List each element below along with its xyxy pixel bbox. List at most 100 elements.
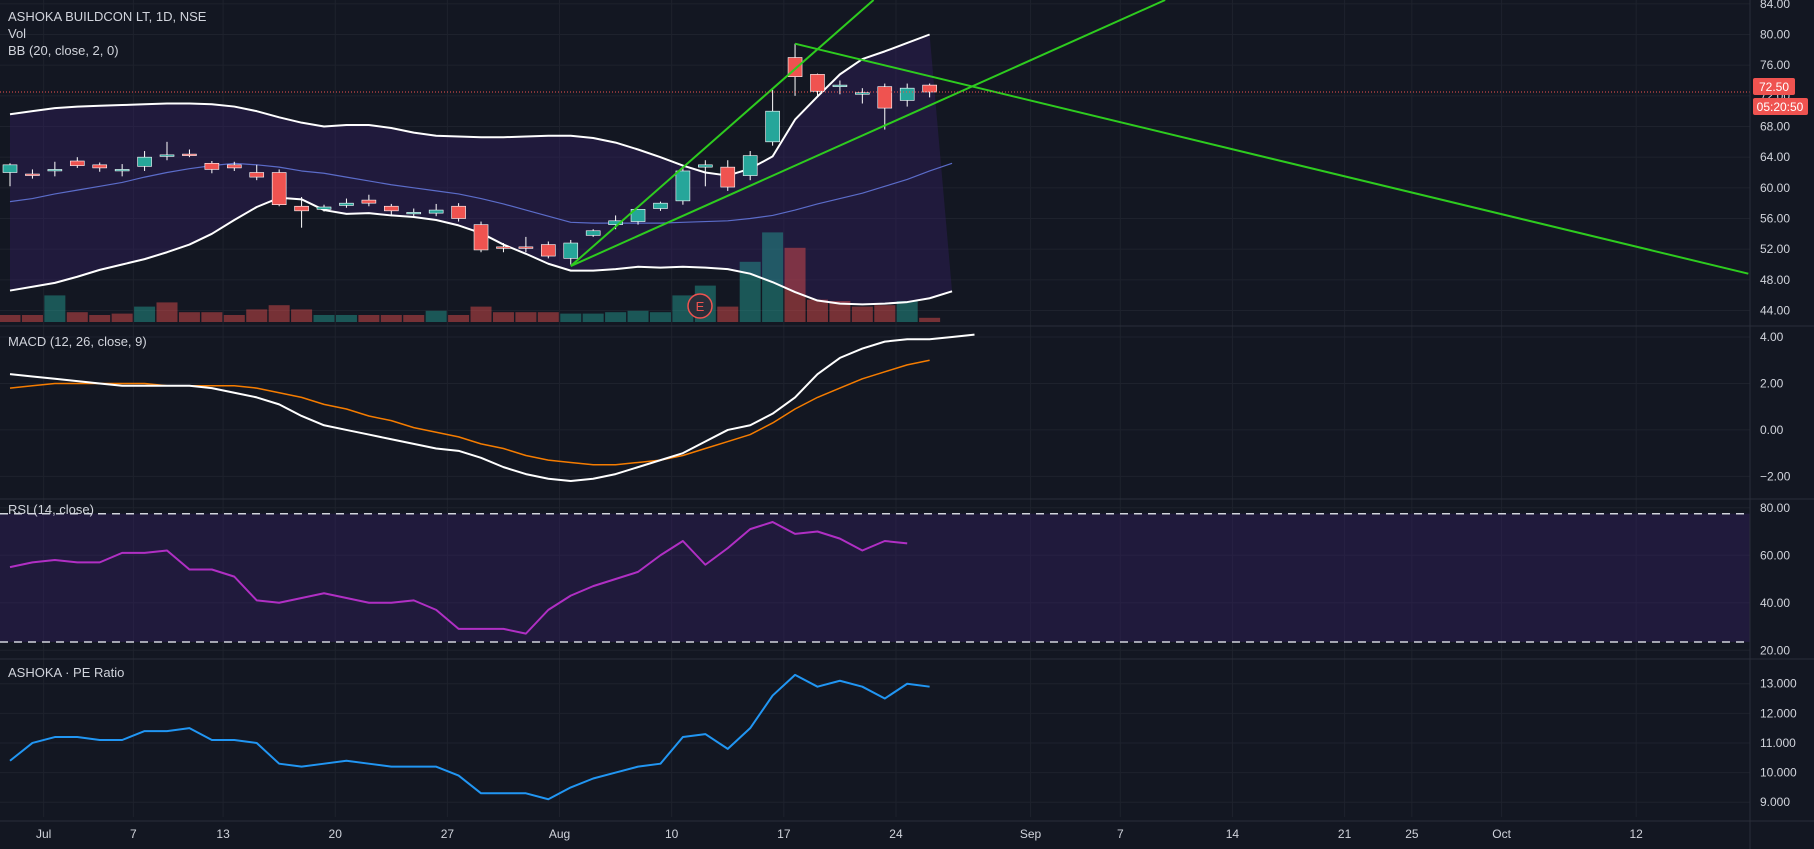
volume-bar [44, 295, 66, 322]
rsi-tick-label: 80.00 [1760, 501, 1790, 515]
candle-body [339, 202, 354, 206]
countdown-badge-bg [1753, 98, 1808, 115]
price-tick-label: 64.00 [1760, 150, 1790, 164]
symbol-title[interactable]: ASHOKA BUILDCON LT, 1D, NSE [8, 9, 207, 24]
price-axis[interactable]: 84.0080.0076.0072.0068.0064.0060.0056.00… [1760, 0, 1797, 809]
price-tick-label: 68.00 [1760, 120, 1790, 134]
candle [294, 197, 309, 228]
candle [810, 73, 825, 98]
candle-body [159, 154, 175, 157]
time-tick-label: 13 [216, 827, 230, 841]
candle-body [114, 169, 130, 172]
volume-bar [874, 305, 896, 322]
volume-bar [313, 315, 335, 322]
candle [855, 88, 870, 104]
volume-bar [223, 315, 245, 322]
candle-body [675, 170, 691, 202]
time-tick-label: 20 [329, 827, 343, 841]
earnings-marker[interactable]: E [687, 293, 713, 319]
volume-bar [919, 317, 941, 322]
candle-body [69, 160, 85, 166]
candle [832, 80, 848, 95]
time-tick-label: 17 [777, 827, 791, 841]
volume-bar [537, 312, 559, 322]
volume-bar [403, 315, 425, 322]
volume-bar [829, 301, 851, 322]
time-tick-label: Aug [549, 827, 570, 841]
volume-bar [851, 306, 873, 322]
volume-bar [358, 315, 380, 322]
time-tick-label: 7 [1117, 827, 1124, 841]
price-tick-label: 60.00 [1760, 181, 1790, 195]
price-tick-label: 56.00 [1760, 212, 1790, 226]
pe-tick-label: 9.000 [1760, 795, 1790, 809]
macd-pane[interactable] [9, 333, 975, 483]
candle-body [451, 205, 466, 219]
candle [742, 151, 758, 181]
macd-legend[interactable]: MACD (12, 26, close, 9) [8, 334, 147, 349]
candle [47, 161, 63, 177]
volume-bar [582, 313, 604, 322]
bollinger-legend[interactable]: BB (20, close, 2, 0) [8, 43, 119, 58]
volume-legend[interactable]: Vol [8, 26, 26, 41]
rsi-line [9, 521, 908, 635]
candle-body [810, 74, 825, 92]
bollinger-fill [10, 34, 953, 305]
time-tick-label: 7 [130, 827, 137, 841]
pe-tick-label: 10.000 [1760, 766, 1797, 780]
candle [653, 201, 668, 211]
trendline[interactable] [570, 0, 1166, 267]
price-tick-label: 84.00 [1760, 0, 1790, 11]
price-pane[interactable] [0, 0, 1750, 322]
candle [922, 83, 937, 98]
grid-lines [0, 0, 1750, 817]
price-tick-label: 44.00 [1760, 304, 1790, 318]
candle [204, 161, 220, 174]
rsi-legend[interactable]: RSI (14, close) [8, 502, 94, 517]
pe-tick-label: 11.000 [1760, 736, 1796, 750]
volume-bar [380, 315, 402, 322]
rsi-tick-label: 20.00 [1760, 643, 1790, 657]
trendline[interactable] [570, 0, 875, 267]
volume-bar [89, 315, 111, 322]
pe-ratio-legend[interactable]: ASHOKA · PE Ratio [8, 665, 124, 680]
volume-bar [425, 310, 447, 322]
volume-bar [649, 312, 671, 322]
candle [227, 161, 242, 171]
volume-bar [201, 312, 223, 322]
candle [765, 89, 780, 146]
macd-tick-label: 4.00 [1760, 330, 1784, 344]
candle-body [271, 172, 287, 206]
rsi-pane[interactable] [0, 512, 1750, 643]
candle-body [294, 205, 309, 212]
candle [496, 243, 511, 253]
candle [541, 241, 556, 259]
candle [339, 198, 354, 208]
candle-body [765, 110, 780, 143]
candle [361, 194, 377, 207]
last-price-label: 72.50 [1759, 80, 1789, 94]
candle-body [384, 205, 399, 212]
candle-body [653, 202, 668, 209]
trendline[interactable] [794, 42, 1749, 275]
volume-bar [627, 310, 649, 322]
pe-tick-label: 13.000 [1760, 677, 1797, 691]
candle [473, 221, 489, 253]
candle [428, 203, 444, 217]
candle [675, 167, 691, 205]
volume-bar [268, 305, 290, 322]
candle-body [182, 153, 197, 156]
volume-bar [21, 315, 43, 322]
time-axis[interactable]: Jul 7 13 20 27 Aug 10 17 24 Sep 7 14 21 25 Oct 12 [36, 827, 1643, 841]
time-tick-label: 21 [1338, 827, 1352, 841]
earnings-icon[interactable] [687, 293, 713, 319]
macd-line [9, 333, 975, 483]
volume-bar [335, 315, 357, 322]
candle [563, 239, 579, 265]
price-tick-label: 80.00 [1760, 28, 1790, 42]
candle-body [496, 246, 511, 249]
pe-pane[interactable] [9, 673, 930, 801]
candle-body [361, 199, 377, 204]
